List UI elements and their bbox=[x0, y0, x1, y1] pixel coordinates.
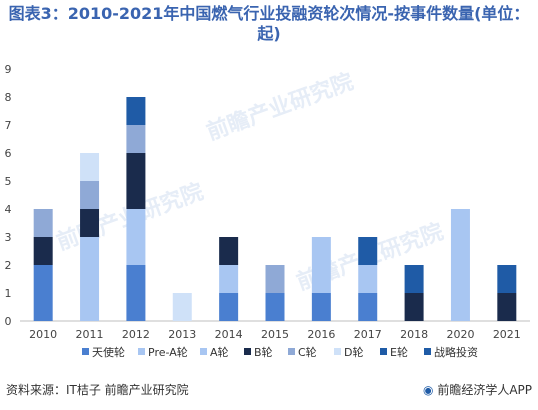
legend-swatch bbox=[138, 348, 145, 355]
y-tick-label: 4 bbox=[5, 203, 12, 216]
bar-segment bbox=[497, 265, 517, 293]
legend-swatch bbox=[288, 348, 295, 355]
bar-segment bbox=[219, 293, 239, 321]
brand-credit: ◉ 前瞻经济学人APP bbox=[423, 381, 532, 398]
bar-segment bbox=[265, 265, 285, 293]
bar-segment bbox=[126, 265, 146, 321]
bar-segment bbox=[219, 237, 239, 265]
bar-segment bbox=[265, 293, 285, 321]
y-tick-label: 2 bbox=[5, 259, 12, 272]
bar-segment bbox=[311, 237, 331, 293]
watermark-text: 前瞻产业研究院 bbox=[203, 69, 357, 146]
brand-logo-icon: ◉ bbox=[423, 383, 434, 397]
bar-segment bbox=[126, 209, 146, 265]
bar-segment bbox=[126, 125, 146, 153]
legend-label: Pre-A轮 bbox=[148, 345, 188, 359]
bar-segment bbox=[450, 209, 470, 321]
x-tick-label: 2013 bbox=[168, 328, 196, 341]
x-tick-label: 2016 bbox=[307, 328, 335, 341]
chart-title: 图表3：2010-2021年中国燃气行业投融资轮次情况-按事件数量(单位：起) bbox=[8, 4, 530, 43]
legend-swatch bbox=[380, 348, 387, 355]
y-tick-label: 9 bbox=[5, 63, 12, 76]
bar-segment bbox=[80, 209, 100, 237]
x-tick-label: 2018 bbox=[400, 328, 428, 341]
y-tick-label: 7 bbox=[5, 119, 12, 132]
y-tick-label: 6 bbox=[5, 147, 12, 160]
x-tick-label: 2015 bbox=[261, 328, 289, 341]
legend-swatch bbox=[200, 348, 207, 355]
x-tick-label: 2017 bbox=[354, 328, 382, 341]
y-tick-label: 3 bbox=[5, 231, 12, 244]
bar-segment bbox=[33, 209, 53, 237]
legend-label: D轮 bbox=[344, 345, 363, 359]
legend-label: A轮 bbox=[210, 345, 229, 359]
bar-segment bbox=[311, 293, 331, 321]
bar-segment bbox=[358, 237, 378, 265]
bar-segment bbox=[358, 265, 378, 293]
bar-segment bbox=[497, 293, 517, 321]
legend-label: E轮 bbox=[390, 345, 408, 359]
legend-label: B轮 bbox=[254, 345, 273, 359]
y-tick-label: 8 bbox=[5, 91, 12, 104]
bar-segment bbox=[80, 237, 100, 321]
axis-layer: 0 1 2 3 4 5 6 7 8 9 2010 2011 2012 2013 2014 2015 2016 20… bbox=[5, 63, 530, 341]
x-tick-label: 2014 bbox=[215, 328, 243, 341]
legend-swatch bbox=[334, 348, 341, 355]
y-tick-label: 0 bbox=[5, 315, 12, 328]
legend-layer: 天使轮 Pre-A轮 A轮 B轮 C轮 D轮 E轮 战略投资 bbox=[82, 345, 478, 359]
bar-segment bbox=[358, 293, 378, 321]
bar-segment bbox=[404, 293, 424, 321]
legend-swatch bbox=[424, 348, 431, 355]
legend-label: C轮 bbox=[298, 345, 317, 359]
source-note: 资料来源：IT桔子 前瞻产业研究院 bbox=[6, 383, 189, 397]
x-tick-label: 2011 bbox=[76, 328, 104, 341]
brand-name: 前瞻经济学人APP bbox=[437, 383, 532, 397]
bar-segment bbox=[219, 265, 239, 293]
legend-label: 天使轮 bbox=[92, 345, 125, 359]
bar-segment bbox=[126, 153, 146, 209]
x-tick-label: 2012 bbox=[122, 328, 150, 341]
bar-segment bbox=[33, 265, 53, 321]
bar-segment bbox=[33, 237, 53, 265]
legend-label: 战略投资 bbox=[434, 345, 478, 359]
x-tick-label: 2010 bbox=[29, 328, 57, 341]
watermark-layer: 前瞻产业研究院前瞻产业研究院前瞻产业研究院 bbox=[53, 69, 447, 296]
y-tick-label: 5 bbox=[5, 175, 12, 188]
x-tick-label: 2020 bbox=[446, 328, 474, 341]
bar-layer bbox=[33, 97, 517, 321]
bar-segment bbox=[172, 293, 192, 321]
x-tick-label: 2021 bbox=[493, 328, 521, 341]
bar-segment bbox=[126, 97, 146, 125]
bar-segment bbox=[80, 153, 100, 181]
bar-segment bbox=[404, 265, 424, 293]
legend-swatch bbox=[244, 348, 251, 355]
y-tick-label: 1 bbox=[5, 287, 12, 300]
bar-segment bbox=[80, 181, 100, 209]
legend-swatch bbox=[82, 348, 89, 355]
